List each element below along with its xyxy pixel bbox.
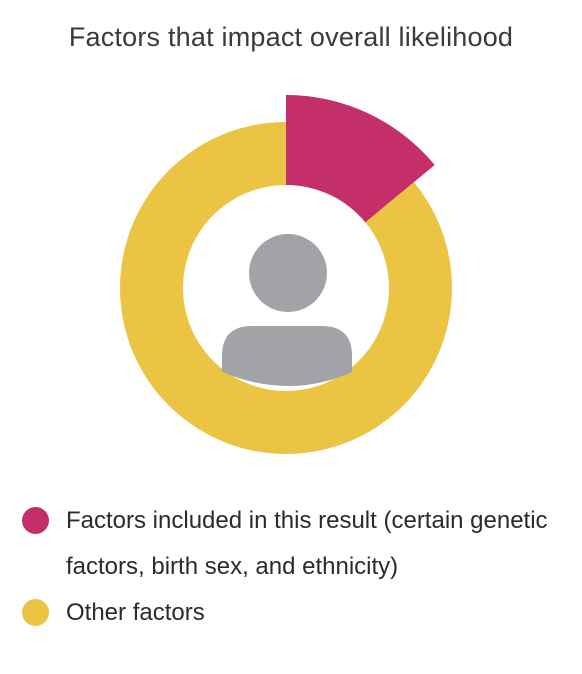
person-icon <box>222 234 352 386</box>
slice-included-factors <box>286 95 435 223</box>
chart-title: Factors that impact overall likelihood <box>68 22 514 52</box>
legend-label-other-factors: Other factors <box>66 599 205 626</box>
legend: Factors included in this result (certain… <box>22 498 572 636</box>
person-icon-head <box>249 234 327 312</box>
legend-swatch-included-factors <box>22 507 49 534</box>
legend-item-included-factors: Factors included in this result (certain… <box>22 498 572 590</box>
donut-slices <box>119 95 452 454</box>
legend-swatch-other-factors <box>22 599 49 626</box>
slice-other-factors <box>119 122 452 454</box>
legend-label-included-factors: Factors included in this result (certain… <box>66 507 548 580</box>
legend-item-other-factors: Other factors <box>22 590 572 636</box>
person-icon-body <box>222 326 352 386</box>
